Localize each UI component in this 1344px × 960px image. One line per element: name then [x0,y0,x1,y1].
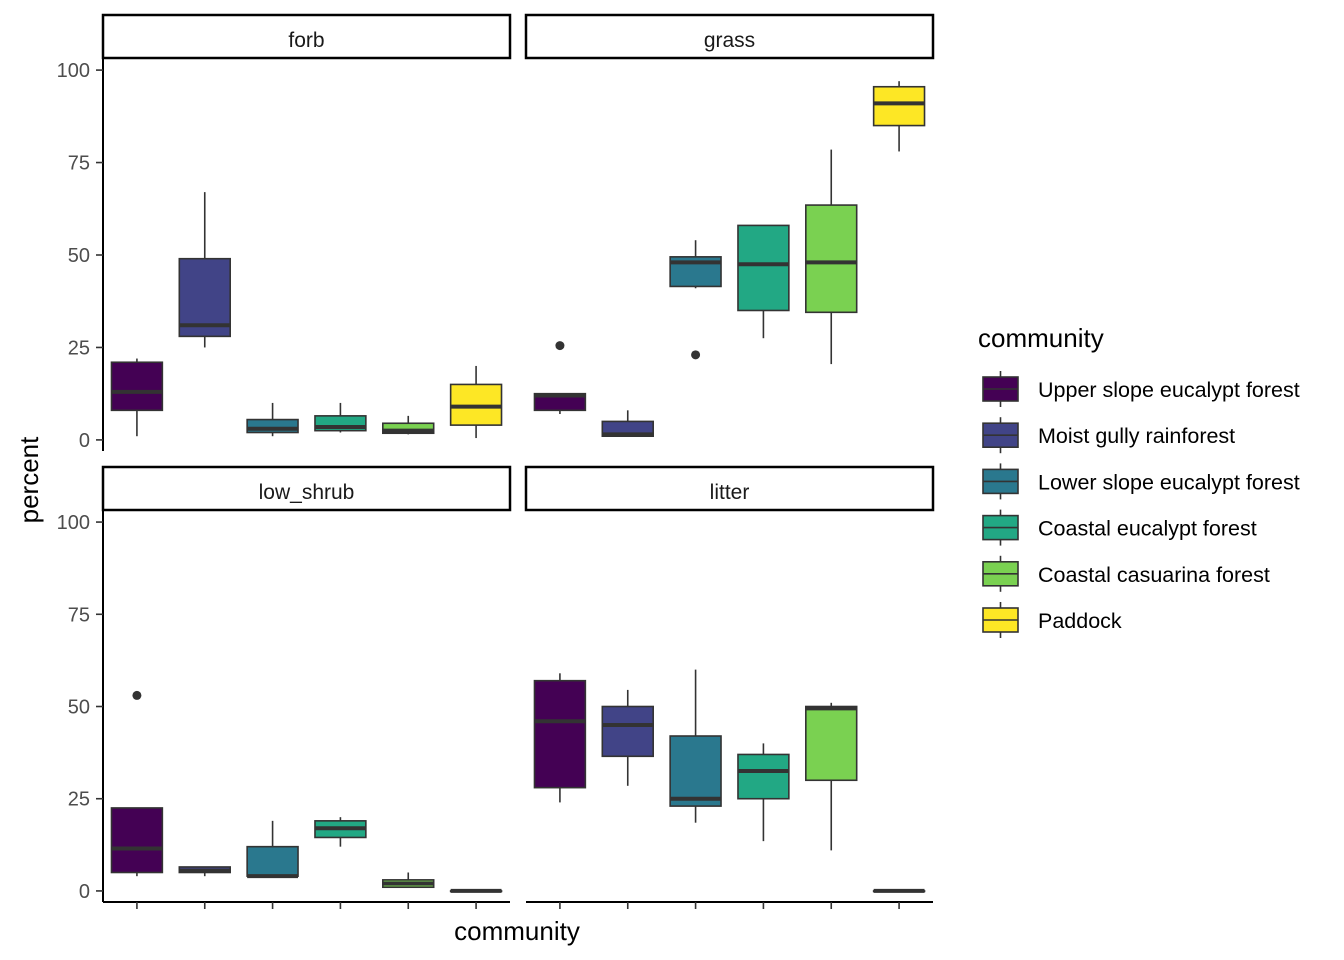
legend-label: Paddock [1038,609,1122,633]
box-5 [872,81,926,152]
box-iqr [669,735,722,807]
box-1 [178,866,231,877]
legend-label: Moist gully rainforest [1038,424,1235,448]
outlier-point [555,341,565,351]
y-tick-label: 75 [68,153,90,175]
outlier-point [691,350,701,360]
facet-low_shrub: low_shrub 0 25 50 75 100 [57,465,512,909]
box-iqr [872,85,926,127]
box-0 [110,690,164,877]
legend-label: Upper slope eucalypt forest [1038,378,1300,402]
box-iqr [805,705,858,782]
box-iqr [533,679,587,789]
box-4 [805,702,858,851]
facet-strip [524,13,935,60]
legend-item: Lower slope eucalypt forest [982,463,1300,500]
outlier-point [132,690,142,700]
box-4 [382,415,435,435]
facet-strip [101,465,512,512]
box-4 [382,872,435,889]
legend-item: Upper slope eucalypt forest [982,371,1300,407]
box-3 [737,743,790,842]
box-2 [669,240,722,360]
facet-litter: litter [524,465,935,909]
legend-item: Paddock [982,602,1122,638]
legend-item: Coastal casuarina forest [982,555,1270,592]
y-tick-label: 75 [68,604,90,626]
box-0 [533,341,587,415]
facet-strip-label: forb [288,29,324,52]
box-iqr [805,204,858,314]
y-tick-label: 50 [68,697,90,719]
facet-strip [101,13,512,60]
box-iqr [601,705,654,758]
y-tick-label: 25 [68,789,90,811]
y-axis-title: percent [14,436,44,523]
legend: community Upper slope eucalypt forest Moi… [978,323,1300,638]
box-1 [601,410,654,438]
box-4 [805,149,858,365]
legend-label: Coastal casuarina forest [1038,563,1270,587]
y-tick-label: 100 [57,60,90,82]
legend-label: Lower slope eucalypt forest [1038,470,1300,494]
box-5 [449,888,503,893]
y-tick-label: 25 [68,337,90,359]
box-iqr [382,422,435,435]
box-5 [449,365,503,439]
box-3 [737,224,790,339]
box-0 [533,673,587,803]
box-3 [314,402,367,433]
legend-item: Coastal eucalypt forest [982,509,1257,546]
box-iqr [737,224,790,312]
box-2 [669,669,722,823]
y-tick-label: 50 [68,245,90,267]
x-axis-title: community [454,916,580,946]
y-tick-label: 0 [79,430,90,452]
facet-strip-label: low_shrub [259,481,355,504]
box-2 [246,820,299,879]
facet-strip [524,465,935,512]
legend-title: community [978,323,1104,353]
facet-strip-label: grass [704,29,755,52]
box-iqr [110,807,164,874]
box-1 [601,689,654,786]
box-5 [872,888,926,893]
y-tick-label: 100 [57,512,90,534]
box-1 [178,192,231,348]
facet-forb: forb 0 25 50 75 100 [57,13,512,452]
box-iqr [737,753,790,800]
legend-label: Coastal eucalypt forest [1038,517,1257,541]
box-3 [314,817,367,847]
facet-grass: grass [524,13,935,438]
box-2 [246,402,299,437]
box-0 [110,358,164,437]
box-iqr [246,845,299,877]
legend-item: Moist gully rainforest [982,417,1235,454]
facets-layer: forb 0 25 50 75 100 grass low_shrub 0 25 50 75 100 li… [57,13,935,909]
y-tick-label: 0 [79,881,90,903]
facet-strip-label: litter [710,481,750,504]
box-iqr [110,361,164,412]
